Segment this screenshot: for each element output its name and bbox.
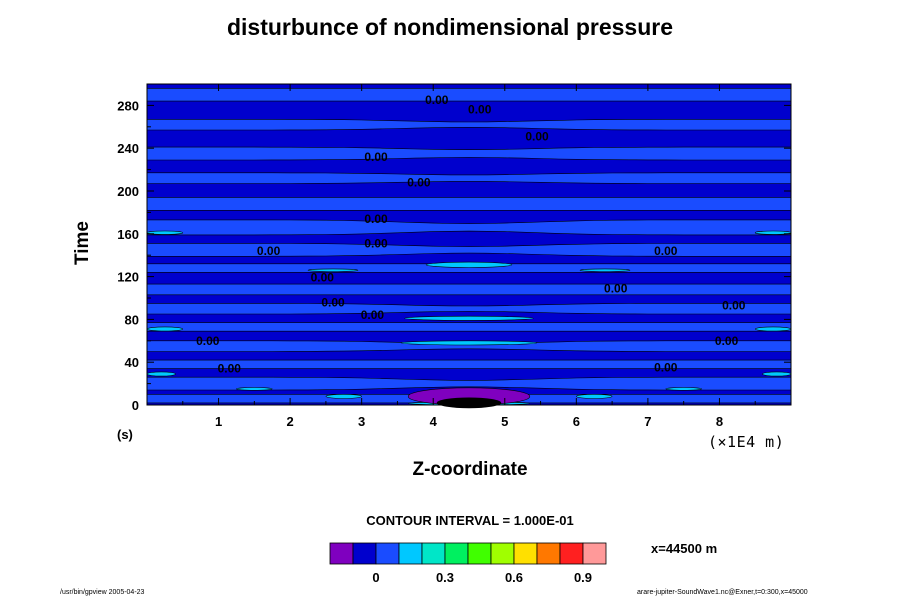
contour-bands bbox=[146, 84, 792, 409]
contour-label: 0.00 bbox=[654, 361, 678, 375]
footer-source: arare-jupiter-SoundWave1.nc@Exner,t=0:30… bbox=[637, 589, 808, 596]
y-tick-label: 240 bbox=[117, 141, 139, 156]
x-tick-label: 5 bbox=[501, 414, 508, 429]
contour-band bbox=[146, 88, 792, 102]
contour-label: 0.00 bbox=[196, 334, 220, 348]
contour-band bbox=[146, 197, 792, 211]
colorbar-tick-label: 0.3 bbox=[436, 570, 454, 585]
colorbar-swatch bbox=[444, 542, 469, 565]
contour-label: 0.00 bbox=[364, 212, 388, 226]
contour-label: 0.00 bbox=[722, 299, 746, 313]
colorbar-swatch bbox=[421, 542, 446, 565]
colorbar: 0 0.3 0.6 0.9 bbox=[329, 542, 607, 585]
y-tick-label: 160 bbox=[117, 227, 139, 242]
x-tick-label: 6 bbox=[573, 414, 580, 429]
contour-label: 0.00 bbox=[218, 362, 242, 376]
y-tick-label: 40 bbox=[125, 355, 139, 370]
colorbar-swatch bbox=[490, 542, 515, 565]
contour-interval-text: CONTOUR INTERVAL = 1.000E-01 bbox=[366, 513, 574, 528]
x-position-text: x=44500 m bbox=[651, 541, 718, 556]
colorbar-swatch bbox=[536, 542, 561, 565]
colorbar-swatch bbox=[398, 542, 423, 565]
x-tick-label: 3 bbox=[358, 414, 365, 429]
positive-patch bbox=[425, 261, 513, 268]
contour-label: 0.00 bbox=[364, 236, 388, 250]
x-tick-label: 7 bbox=[644, 414, 651, 429]
footer-command: /usr/bin/gpview 2005-04-23 bbox=[60, 589, 145, 596]
colorbar-swatch bbox=[467, 542, 492, 565]
x-tick-label: 8 bbox=[716, 414, 723, 429]
contour-labels: 0.00 0.00 0.00 0.00 0.00 0.00 0.00 0.00 0.00 0.00… bbox=[196, 93, 746, 376]
positive-patch bbox=[307, 268, 359, 272]
y-tick-label: 200 bbox=[117, 184, 139, 199]
y-tick-label: 120 bbox=[117, 270, 139, 285]
contour-label: 0.00 bbox=[321, 295, 345, 309]
x-tick-label: 2 bbox=[286, 414, 293, 429]
positive-patch bbox=[579, 268, 631, 272]
colorbar-swatch bbox=[582, 542, 607, 565]
positive-patch bbox=[146, 371, 176, 377]
x-tick-label: 4 bbox=[430, 414, 438, 429]
positive-patch bbox=[325, 393, 362, 399]
positive-patch bbox=[236, 387, 273, 391]
contour-label: 0.00 bbox=[364, 150, 388, 164]
positive-patch bbox=[404, 315, 534, 321]
x-axis-label: Z-coordinate bbox=[412, 459, 528, 480]
colorbar-swatch bbox=[375, 542, 400, 565]
contour-label: 0.00 bbox=[604, 281, 628, 295]
colorbar-swatch bbox=[352, 542, 377, 565]
colorbar-tick-label: 0.6 bbox=[505, 570, 523, 585]
x-tick-label: 1 bbox=[215, 414, 222, 429]
contour-label: 0.00 bbox=[525, 129, 549, 143]
contour-label: 0.00 bbox=[257, 244, 281, 258]
chart-title: disturbunce of nondimensional pressure bbox=[226, 14, 673, 40]
contour-band bbox=[146, 322, 792, 332]
contour-label: 0.00 bbox=[407, 175, 431, 189]
y-tick-label: 280 bbox=[117, 98, 139, 113]
y-tick-label: 80 bbox=[125, 312, 139, 327]
colorbar-tick-label: 0 bbox=[372, 570, 379, 585]
contour-label: 0.00 bbox=[468, 103, 492, 117]
x-units-label: (s) bbox=[117, 427, 133, 442]
colorbar-swatch bbox=[329, 542, 354, 565]
contour-label: 0.00 bbox=[361, 308, 385, 322]
colorbar-tick-label: 0.9 bbox=[574, 570, 592, 585]
positive-patch bbox=[665, 387, 702, 391]
contour-label: 0.00 bbox=[425, 93, 449, 107]
positive-patch bbox=[400, 340, 538, 346]
colorbar-swatch bbox=[559, 542, 584, 565]
y-tick-label: 0 bbox=[132, 398, 139, 413]
x-scale-label: (×1E4 m) bbox=[708, 433, 785, 451]
positive-patch bbox=[754, 326, 792, 332]
contour-band bbox=[146, 283, 792, 296]
colorbar-swatch bbox=[513, 542, 538, 565]
contour-label: 0.00 bbox=[654, 244, 678, 258]
contour-label: 0.00 bbox=[715, 334, 739, 348]
positive-patch bbox=[146, 326, 184, 332]
contour-label: 0.00 bbox=[311, 271, 335, 285]
positive-patch bbox=[575, 393, 613, 399]
positive-patch bbox=[762, 371, 792, 377]
contour-band bbox=[146, 359, 792, 369]
